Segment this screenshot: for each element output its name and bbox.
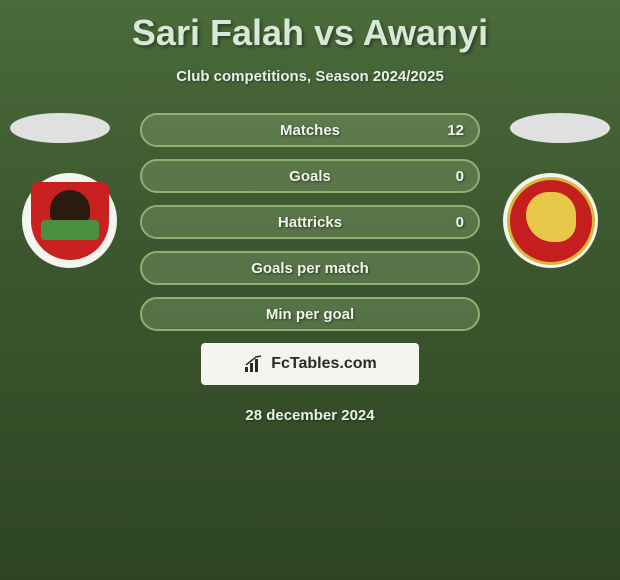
club-logo-left (22, 173, 117, 268)
chart-icon (243, 355, 265, 373)
stat-value-right: 0 (456, 168, 464, 185)
club-logo-right (503, 173, 598, 268)
club-badge-right-icon (507, 177, 595, 265)
player-avatar-left (10, 113, 110, 143)
stat-label: Hattricks (278, 214, 342, 231)
club-badge-left-icon (31, 182, 109, 260)
stat-label: Matches (280, 122, 340, 139)
stat-label: Goals per match (251, 260, 369, 277)
stat-label: Min per goal (266, 306, 354, 323)
comparison-panel: Matches 12 Goals 0 Hattricks 0 Goals per… (0, 113, 620, 424)
stat-row-hattricks: Hattricks 0 (140, 205, 480, 239)
brand-text: FcTables.com (271, 355, 377, 373)
footer-date: 28 december 2024 (0, 407, 620, 424)
player-avatar-right (510, 113, 610, 143)
brand-badge: FcTables.com (201, 343, 419, 385)
stat-row-matches: Matches 12 (140, 113, 480, 147)
stat-row-goals: Goals 0 (140, 159, 480, 193)
stat-label: Goals (289, 168, 331, 185)
stat-value-right: 0 (456, 214, 464, 231)
stats-list: Matches 12 Goals 0 Hattricks 0 Goals per… (140, 113, 480, 331)
page-subtitle: Club competitions, Season 2024/2025 (0, 68, 620, 85)
stat-row-mpg: Min per goal (140, 297, 480, 331)
stat-row-gpm: Goals per match (140, 251, 480, 285)
stat-value-right: 12 (447, 122, 464, 139)
page-title: Sari Falah vs Awanyi (0, 0, 620, 54)
